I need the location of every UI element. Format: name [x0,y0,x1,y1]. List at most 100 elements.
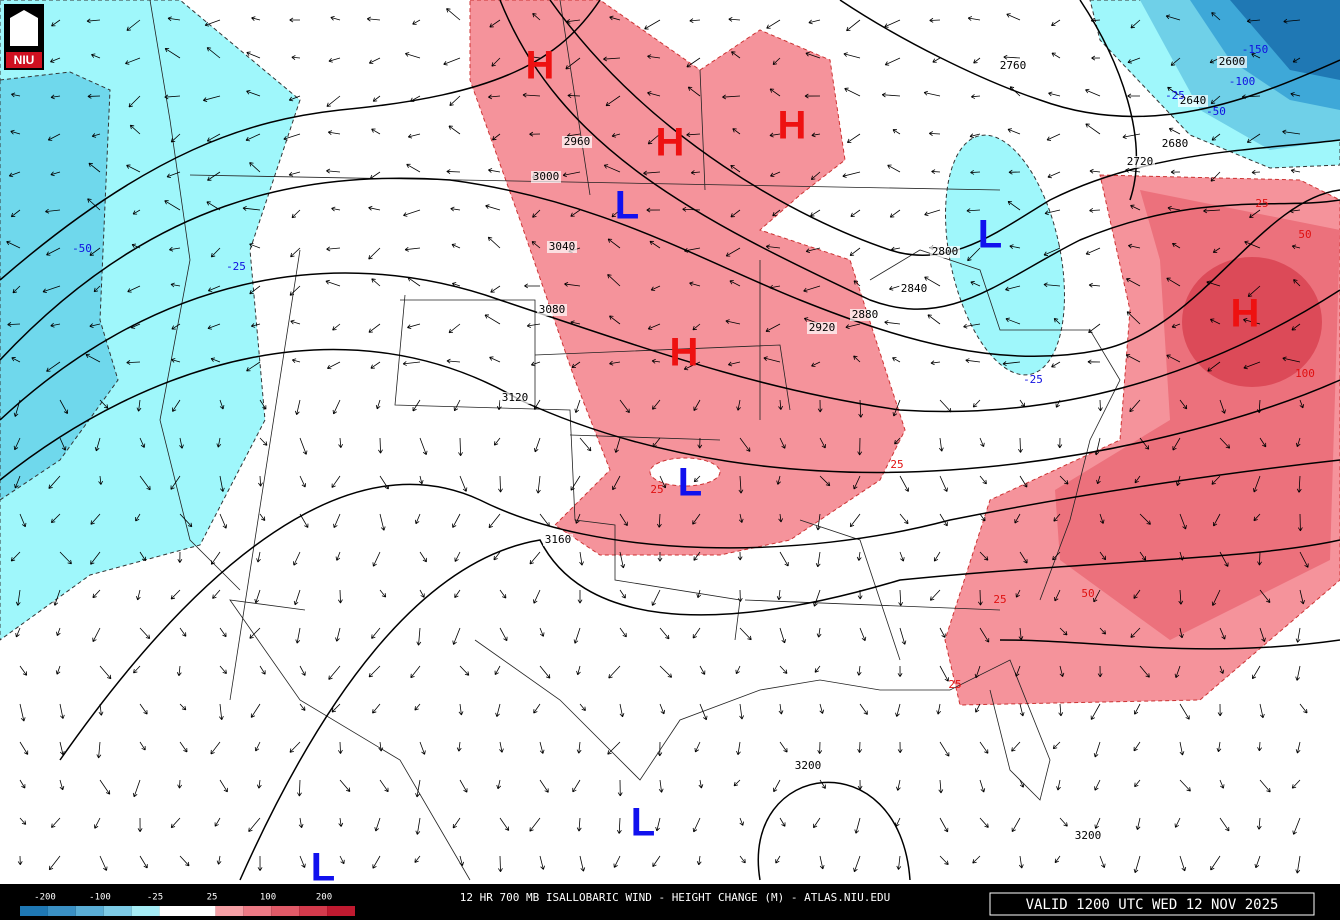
wind-arrow [1179,741,1185,756]
wind-arrow [202,95,221,102]
wind-arrow [17,855,23,866]
wind-arrow [617,779,623,797]
wind-arrow [930,360,941,366]
wind-arrow [1089,208,1101,213]
wind-arrow [91,53,101,59]
wind-arrow [139,741,146,751]
wind-arrow [299,703,306,711]
wind-arrow [1085,88,1101,97]
wind-arrow [446,8,461,21]
wind-arrow [684,247,701,253]
wind-arrow [1130,19,1141,29]
label-bg [793,760,823,772]
wind-arrow [19,741,29,755]
legend-swatch [47,906,76,916]
wind-arrow [451,282,461,287]
change-label: -25 [1165,89,1185,102]
wind-arrow [371,278,381,287]
wind-arrow [778,399,783,410]
wind-arrow [649,240,661,249]
wind-arrow [859,627,867,642]
wind-arrow [689,281,701,287]
wind-arrow [843,52,861,59]
wind-arrow [127,285,141,293]
wind-arrow [167,16,181,22]
wind-arrow [1130,204,1141,211]
wind-arrow [689,18,701,24]
wind-arrow [19,779,26,789]
wind-arrow [1055,399,1061,408]
wind-arrow [1091,55,1101,61]
wind-arrow [1053,318,1061,325]
wind-arrow [1251,169,1261,175]
wind-arrow [496,399,502,411]
wind-arrow [333,513,341,529]
wind-arrow [779,817,786,827]
wind-arrow [1133,589,1141,599]
wind-arrow [692,513,701,525]
wind-arrow [579,703,586,711]
wind-arrow [1093,741,1101,758]
wind-arrow [1290,92,1301,97]
height-label: 3000 [533,170,560,183]
wind-arrow [489,19,501,28]
wind-arrow [446,169,461,174]
pressure-center: H [656,121,685,165]
wind-arrow [126,360,141,365]
wind-arrow [647,323,661,330]
wind-arrow [288,95,301,102]
wind-arrow [533,437,541,453]
wind-arrow [1295,855,1301,874]
change-label: 25 [1255,197,1268,210]
wind-arrow [530,361,541,367]
wind-arrow [819,703,825,714]
legend-swatch [131,906,160,916]
wind-arrow [846,19,861,32]
label-bg [930,246,960,258]
wind-arrow [1175,475,1181,487]
wind-arrow [139,627,151,639]
wind-arrow [337,741,343,754]
wind-arrow [99,665,112,680]
wind-arrow [257,855,263,871]
wind-arrow [1259,589,1271,603]
wind-arrow [48,475,61,489]
wind-arrow [1171,323,1181,329]
wind-arrow [374,817,381,832]
wind-arrow [779,665,788,674]
wind-arrow [1174,817,1181,828]
height-label: 3120 [502,391,529,404]
wind-arrow [1243,318,1261,325]
wind-arrow [371,128,381,135]
logo-band [6,52,42,68]
wind-arrow [130,323,141,329]
wind-arrow [1051,361,1061,368]
wind-arrow [539,855,545,870]
change-label: 25 [890,458,903,471]
wind-arrow [657,741,663,757]
wind-arrow [299,437,308,455]
wind-arrow [1019,399,1026,408]
wind-arrow [570,209,581,217]
wind-arrow [779,437,786,449]
wind-arrow [1178,589,1184,605]
wind-arrow [443,57,461,66]
wind-arrow [11,357,21,363]
wind-arrow [335,627,341,642]
wind-arrow [699,703,708,721]
wind-arrow [99,855,108,871]
wind-arrow [853,280,861,287]
wind-arrow [250,703,261,718]
contour-line [999,639,1340,650]
wind-arrow [697,437,703,449]
wind-arrow [407,323,421,330]
wind-arrow [693,551,701,561]
wind-arrow [857,437,863,456]
wind-arrow [13,399,21,417]
wind-arrow [739,437,751,452]
height-label: 2680 [1162,137,1189,150]
wind-arrow [853,475,861,490]
wind-arrow [1166,277,1181,287]
wind-arrow [607,238,621,249]
wind-arrow [412,19,421,25]
